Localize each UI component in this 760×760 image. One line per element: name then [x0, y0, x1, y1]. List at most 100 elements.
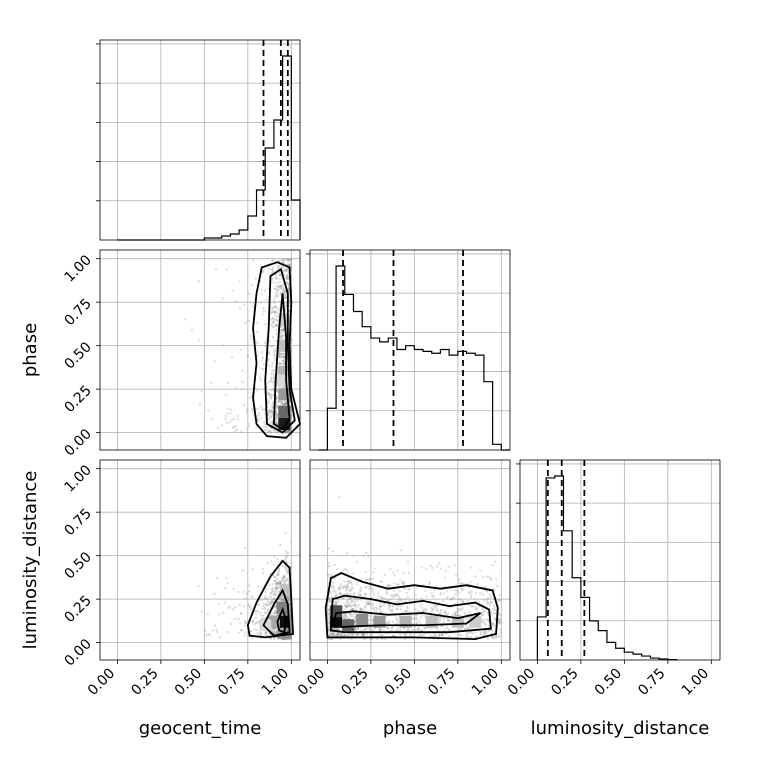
scatter-point	[244, 597, 247, 601]
scatter-point	[281, 637, 285, 640]
scatter-point	[349, 615, 353, 618]
scatter-point	[277, 636, 281, 639]
scatter-point	[455, 610, 458, 614]
scatter-point	[388, 604, 391, 607]
scatter-point	[463, 611, 466, 615]
scatter-point	[458, 591, 461, 594]
scatter-point	[279, 336, 283, 340]
scatter-point	[279, 353, 282, 356]
scatter-point	[338, 496, 341, 499]
scatter-point	[268, 267, 271, 271]
scatter-point	[283, 355, 286, 359]
x-tick-label: 0.00	[85, 666, 118, 699]
scatter-point	[284, 304, 288, 307]
scatter-point	[230, 356, 234, 359]
x-axis-label-geocent_time: geocent_time	[139, 718, 262, 739]
scatter-point	[273, 356, 276, 359]
scatter-point	[282, 403, 286, 406]
histogram-bar	[380, 342, 389, 450]
scatter-point	[270, 388, 273, 392]
scatter-point	[289, 259, 293, 262]
scatter-point	[362, 629, 366, 632]
scatter-point	[248, 292, 251, 296]
scatter-point	[285, 567, 288, 570]
scatter-point	[272, 297, 276, 301]
scatter-point	[277, 569, 281, 573]
scatter-point	[287, 283, 290, 286]
scatter-point	[264, 298, 267, 301]
scatter-point	[270, 408, 273, 412]
scatter-point	[278, 274, 282, 277]
scatter-point	[238, 603, 241, 606]
scatter-point	[234, 424, 238, 428]
scatter-point	[276, 281, 279, 284]
scatter-point	[391, 604, 395, 607]
scatter-point	[269, 431, 272, 434]
scatter-point	[394, 600, 398, 604]
scatter-point	[289, 264, 292, 267]
scatter-point	[264, 341, 268, 345]
scatter-point	[461, 600, 464, 603]
scatter-point	[495, 578, 498, 581]
x-axis-label-luminosity_distance: luminosity_distance	[531, 718, 710, 739]
scatter-point	[289, 416, 293, 419]
scatter-point	[393, 574, 396, 577]
scatter-point	[483, 598, 486, 602]
scatter-point	[440, 567, 443, 570]
scatter-point	[354, 604, 357, 607]
scatter-point	[268, 409, 272, 413]
scatter-point	[250, 620, 254, 623]
scatter-point	[259, 431, 262, 434]
scatter-point	[489, 593, 492, 596]
scatter-point	[273, 287, 276, 290]
scatter-point	[269, 602, 273, 605]
scatter-point	[465, 617, 468, 620]
scatter-point	[375, 606, 378, 610]
scatter-point	[286, 430, 290, 433]
scatter-point	[270, 393, 273, 397]
scatter-point	[346, 569, 350, 572]
scatter-point	[337, 600, 341, 603]
scatter-point	[352, 554, 355, 558]
scatter-point	[190, 328, 194, 332]
scatter-point	[352, 633, 355, 636]
scatter-point	[435, 565, 439, 568]
scatter-point	[367, 587, 371, 590]
scatter-point	[387, 620, 391, 623]
y-tick-label: 1.00	[61, 462, 94, 495]
scatter-point	[271, 587, 275, 590]
scatter-point	[391, 620, 395, 624]
scatter-point	[456, 607, 459, 610]
scatter-point	[261, 356, 265, 359]
scatter-point	[272, 597, 276, 600]
scatter-point	[367, 555, 370, 558]
histogram-bar	[414, 349, 423, 450]
scatter-point	[279, 291, 282, 295]
scatter-point	[288, 259, 292, 263]
scatter-point	[466, 599, 469, 603]
scatter-point	[368, 628, 372, 631]
scatter-point	[395, 607, 399, 610]
scatter-point	[275, 405, 278, 408]
scatter-point	[251, 568, 254, 571]
scatter-point	[491, 563, 494, 567]
scatter-point	[283, 258, 287, 261]
scatter-point	[407, 560, 410, 563]
scatter-point	[267, 401, 271, 404]
scatter-point	[256, 321, 259, 324]
scatter-point	[221, 611, 225, 614]
histogram-bar	[475, 355, 484, 450]
scatter-point	[335, 602, 338, 605]
scatter-point	[415, 621, 419, 625]
scatter-point	[241, 387, 244, 391]
scatter-point	[267, 392, 270, 396]
scatter-point	[271, 403, 274, 407]
scatter-point	[275, 431, 279, 434]
scatter-point	[264, 590, 267, 594]
scatter-point	[487, 629, 490, 633]
scatter-point	[332, 581, 335, 584]
scatter-point	[334, 633, 338, 636]
scatter-point	[274, 411, 278, 415]
y-axis-label-luminosity_distance: luminosity_distance	[20, 471, 41, 650]
scatter-point	[279, 331, 283, 335]
